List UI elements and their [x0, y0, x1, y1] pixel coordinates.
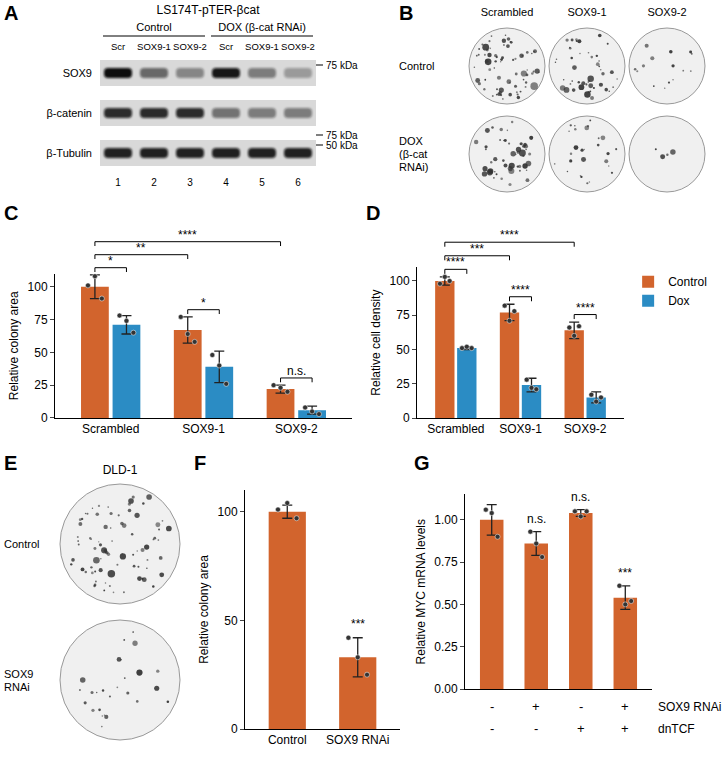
svg-text:100: 100 [218, 505, 238, 519]
svg-text:DLD-1: DLD-1 [103, 463, 138, 477]
svg-text:***: *** [351, 617, 365, 631]
svg-text:SOX9-1: SOX9-1 [182, 422, 225, 436]
svg-text:1: 1 [115, 177, 121, 188]
svg-text:Scrambled: Scrambled [82, 422, 139, 436]
svg-text:SOX9-2: SOX9-2 [173, 41, 207, 52]
svg-text:β-Tubulin: β-Tubulin [46, 147, 92, 159]
svg-text:****: **** [500, 228, 519, 242]
svg-text:3: 3 [187, 177, 193, 188]
svg-text:0.25: 0.25 [434, 640, 458, 654]
svg-text:Scrambled: Scrambled [427, 422, 484, 436]
svg-text:-: - [579, 699, 583, 714]
svg-text:SOX9-1: SOX9-1 [499, 422, 542, 436]
svg-text:Control: Control [4, 538, 39, 550]
svg-text:Scrambled: Scrambled [481, 6, 534, 18]
svg-text:0: 0 [403, 411, 410, 425]
svg-text:*: * [108, 254, 113, 268]
svg-text:Relative colony area: Relative colony area [7, 291, 21, 400]
html-text:C: C [4, 202, 19, 224]
svg-text:Scr: Scr [219, 41, 233, 52]
svg-text:**: ** [136, 241, 146, 255]
svg-text:+: + [621, 721, 629, 736]
svg-text:***: *** [470, 242, 484, 256]
svg-text:n.s.: n.s. [527, 512, 546, 526]
svg-text:50: 50 [396, 343, 410, 357]
svg-text:0: 0 [41, 411, 48, 425]
html-text:G: G [414, 452, 430, 474]
svg-text:****: **** [511, 283, 530, 297]
svg-text:DOX (β-cat RNAi): DOX (β-cat RNAi) [218, 21, 306, 33]
svg-text:-: - [490, 699, 494, 714]
svg-text:0.00: 0.00 [434, 682, 458, 696]
svg-text:50: 50 [224, 614, 238, 628]
svg-text:+: + [621, 699, 629, 714]
svg-text:SOX9-2: SOX9-2 [281, 41, 315, 52]
svg-text:****: **** [446, 255, 465, 269]
svg-text:0.75: 0.75 [434, 555, 458, 569]
svg-text:Scr: Scr [111, 41, 125, 52]
svg-text:***: *** [618, 566, 632, 580]
svg-text:SOX9 RNAi: SOX9 RNAi [326, 733, 389, 747]
svg-text:Control: Control [268, 733, 307, 747]
svg-text:Relative MYC mRNA levels: Relative MYC mRNA levels [414, 519, 428, 664]
svg-text:Control: Control [399, 60, 434, 72]
svg-text:n.s.: n.s. [571, 490, 590, 504]
svg-text:100: 100 [28, 280, 48, 294]
svg-text:SOX9RNAi: SOX9RNAi [4, 668, 33, 693]
svg-text:dnTCF: dnTCF [658, 722, 695, 736]
svg-text:SOX9-1: SOX9-1 [137, 41, 171, 52]
html-text:D: D [366, 202, 381, 224]
svg-text:75 kDa: 75 kDa [326, 130, 358, 141]
svg-text:6: 6 [295, 177, 301, 188]
svg-text:****: **** [576, 301, 595, 315]
svg-text:2: 2 [151, 177, 157, 188]
html-text:F: F [194, 452, 207, 474]
svg-text:5: 5 [259, 177, 265, 188]
svg-text:Dox: Dox [668, 294, 689, 308]
svg-text:SOX9-2: SOX9-2 [564, 422, 607, 436]
svg-text:75 kDa: 75 kDa [326, 60, 358, 71]
html-text:B: B [399, 2, 414, 24]
svg-text:β-catenin: β-catenin [47, 107, 92, 119]
svg-text:-: - [534, 721, 538, 736]
svg-text:n.s.: n.s. [287, 364, 306, 378]
svg-text:SOX9-1: SOX9-1 [567, 6, 606, 18]
svg-text:Relative cell density: Relative cell density [369, 290, 383, 396]
svg-text:DOX(β-catRNAi): DOX(β-catRNAi) [399, 135, 428, 173]
svg-text:25: 25 [396, 377, 410, 391]
svg-text:75: 75 [396, 308, 410, 322]
svg-text:100: 100 [390, 274, 410, 288]
svg-text:-: - [490, 721, 494, 736]
svg-text:Relative colony area: Relative colony area [197, 555, 211, 664]
svg-text:75: 75 [34, 313, 48, 327]
svg-text:1.00: 1.00 [434, 513, 458, 527]
svg-text:50 kDa: 50 kDa [326, 140, 358, 151]
svg-text:+: + [532, 699, 540, 714]
svg-text:25: 25 [34, 378, 48, 392]
html-text:E: E [4, 452, 18, 474]
svg-text:4: 4 [223, 177, 229, 188]
svg-text:****: **** [178, 228, 197, 242]
svg-text:SOX9-2: SOX9-2 [647, 6, 686, 18]
svg-text:+: + [577, 721, 585, 736]
svg-text:SOX9 RNAi: SOX9 RNAi [658, 700, 721, 714]
svg-text:50: 50 [34, 346, 48, 360]
svg-text:SOX9: SOX9 [63, 67, 92, 79]
svg-text:0: 0 [231, 722, 238, 736]
html-text:A: A [4, 2, 19, 24]
svg-text:SOX9-2: SOX9-2 [275, 422, 318, 436]
svg-text:*: * [201, 296, 206, 310]
svg-text:0.50: 0.50 [434, 598, 458, 612]
svg-text:SOX9-1: SOX9-1 [245, 41, 279, 52]
svg-text:Control: Control [136, 21, 171, 33]
svg-text:LS174T-pTER-βcat: LS174T-pTER-βcat [157, 3, 261, 17]
svg-text:Control: Control [668, 275, 707, 289]
